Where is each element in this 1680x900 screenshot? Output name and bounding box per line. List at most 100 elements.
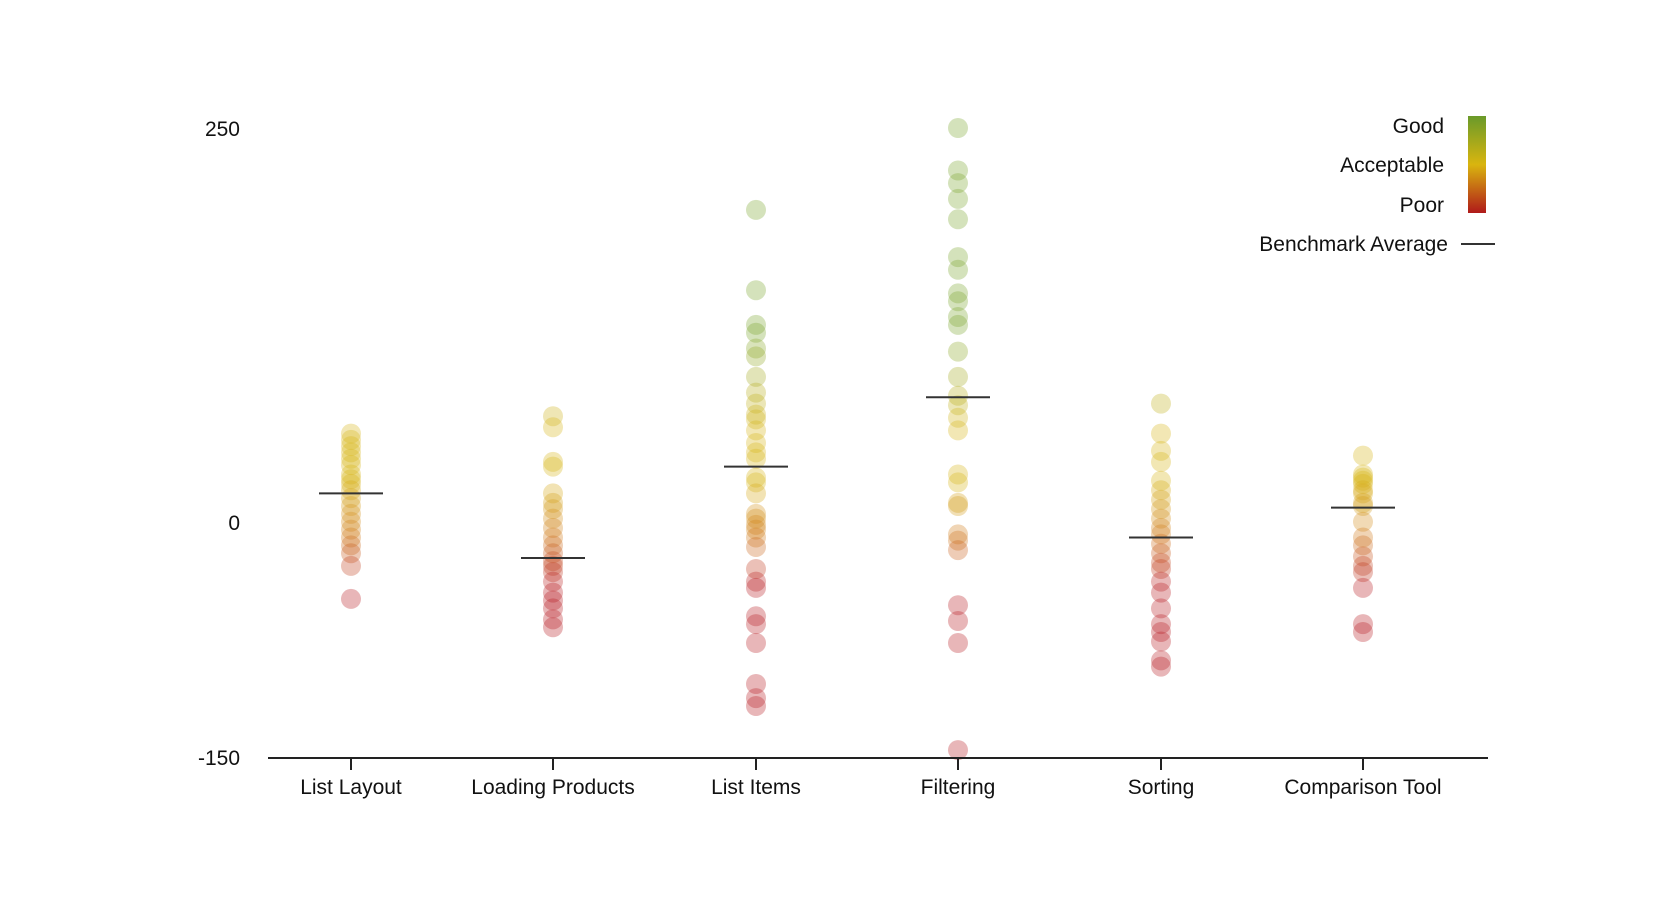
data-point: [948, 188, 968, 209]
benchmark-average-lines: [319, 396, 1395, 559]
data-point: [543, 527, 563, 548]
data-point: [341, 469, 361, 490]
data-point: [746, 577, 766, 598]
data-point: [1151, 499, 1171, 520]
data-point: [1151, 543, 1171, 564]
data-point: [746, 537, 766, 557]
data-point: [1151, 423, 1171, 444]
data-point: [1151, 451, 1171, 472]
data-point: [948, 530, 968, 551]
data-point: [543, 518, 563, 538]
data-point: [948, 247, 968, 268]
data-point: [746, 366, 766, 387]
y-tick-label: -150: [198, 747, 240, 770]
data-point: [746, 606, 766, 627]
data-point: [1151, 440, 1171, 461]
data-point: [543, 492, 563, 513]
data-point: [543, 617, 563, 638]
data-point: [948, 366, 968, 387]
data-point: [1353, 535, 1373, 556]
data-point: [341, 480, 361, 501]
x-category-label: Sorting: [1128, 776, 1195, 799]
data-point: [341, 588, 361, 609]
data-point: [746, 674, 766, 694]
data-point: [948, 173, 968, 194]
data-point: [1151, 582, 1171, 603]
data-point: [341, 473, 361, 494]
data-point: [543, 590, 563, 611]
data-point: [746, 503, 766, 524]
data-point: [543, 551, 563, 572]
legend-label-poor: Poor: [1400, 194, 1444, 217]
data-point: [543, 571, 563, 592]
data-point: [341, 519, 361, 540]
data-point: [543, 582, 563, 603]
y-tick-label: 250: [205, 118, 240, 141]
data-point: [746, 571, 766, 592]
data-points: [341, 118, 1373, 761]
data-point: [1151, 622, 1171, 642]
data-point: [1151, 559, 1171, 579]
data-point: [746, 280, 766, 301]
data-point: [948, 496, 968, 516]
data-point: [746, 382, 766, 403]
data-point: [543, 456, 563, 477]
data-point: [948, 395, 968, 416]
data-point: [1151, 518, 1171, 538]
data-point: [746, 483, 766, 504]
data-point: [543, 451, 563, 472]
data-point: [948, 472, 968, 493]
data-point: [746, 442, 766, 463]
data-point: [543, 406, 563, 427]
data-point: [948, 118, 968, 138]
data-point: [1151, 480, 1171, 501]
y-tick-label: 0: [228, 512, 240, 535]
data-point: [1151, 508, 1171, 529]
data-point: [948, 307, 968, 327]
data-point: [746, 467, 766, 488]
data-point: [746, 314, 766, 335]
data-point: [1151, 470, 1171, 491]
x-category-label: Loading Products: [471, 776, 634, 799]
data-point: [1353, 470, 1373, 491]
data-point: [1353, 527, 1373, 548]
data-point: [341, 429, 361, 450]
data-point: [746, 199, 766, 220]
x-category-label: List Items: [711, 776, 801, 799]
data-point: [341, 496, 361, 516]
data-point: [948, 633, 968, 653]
data-point: [1151, 614, 1171, 635]
data-point: [746, 420, 766, 441]
x-axis: List Layout Loading Products List Items …: [268, 757, 1488, 799]
data-point: [746, 688, 766, 709]
data-point: [1151, 552, 1171, 573]
x-category-label: List Layout: [300, 776, 402, 799]
data-point: [1151, 524, 1171, 545]
data-point: [543, 535, 563, 556]
data-point: [543, 609, 563, 630]
data-point: [543, 499, 563, 520]
data-point: [1151, 571, 1171, 592]
data-point: [948, 291, 968, 312]
data-point: [746, 448, 766, 469]
data-point: [341, 442, 361, 463]
data-point: [1151, 631, 1171, 652]
data-point: [948, 385, 968, 406]
data-point: [948, 341, 968, 362]
data-point: [746, 346, 766, 367]
data-point: [341, 527, 361, 548]
x-category-label: Filtering: [921, 776, 996, 799]
data-point: [948, 259, 968, 280]
data-point: [1151, 656, 1171, 677]
data-point: [746, 404, 766, 425]
data-point: [341, 423, 361, 444]
data-point: [341, 555, 361, 576]
data-point: [948, 283, 968, 304]
legend-label-acceptable: Acceptable: [1340, 154, 1444, 177]
data-point: [746, 614, 766, 635]
data-point: [948, 524, 968, 545]
data-point: [948, 209, 968, 230]
data-point: [1353, 496, 1373, 516]
data-point: [948, 492, 968, 513]
